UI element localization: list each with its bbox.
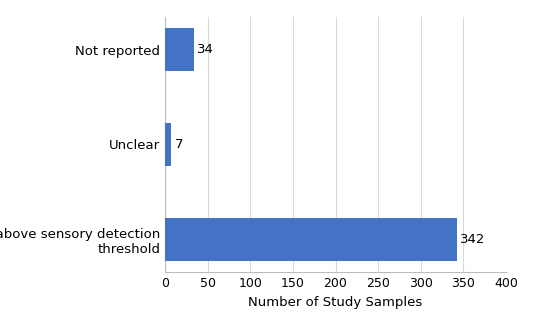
Bar <box>165 28 194 71</box>
Bar <box>165 218 456 261</box>
Text: 342: 342 <box>460 233 485 246</box>
Text: 7: 7 <box>174 138 183 151</box>
Text: 34: 34 <box>197 43 214 56</box>
X-axis label: Number of Study Samples: Number of Study Samples <box>249 296 422 309</box>
Bar <box>165 123 171 166</box>
